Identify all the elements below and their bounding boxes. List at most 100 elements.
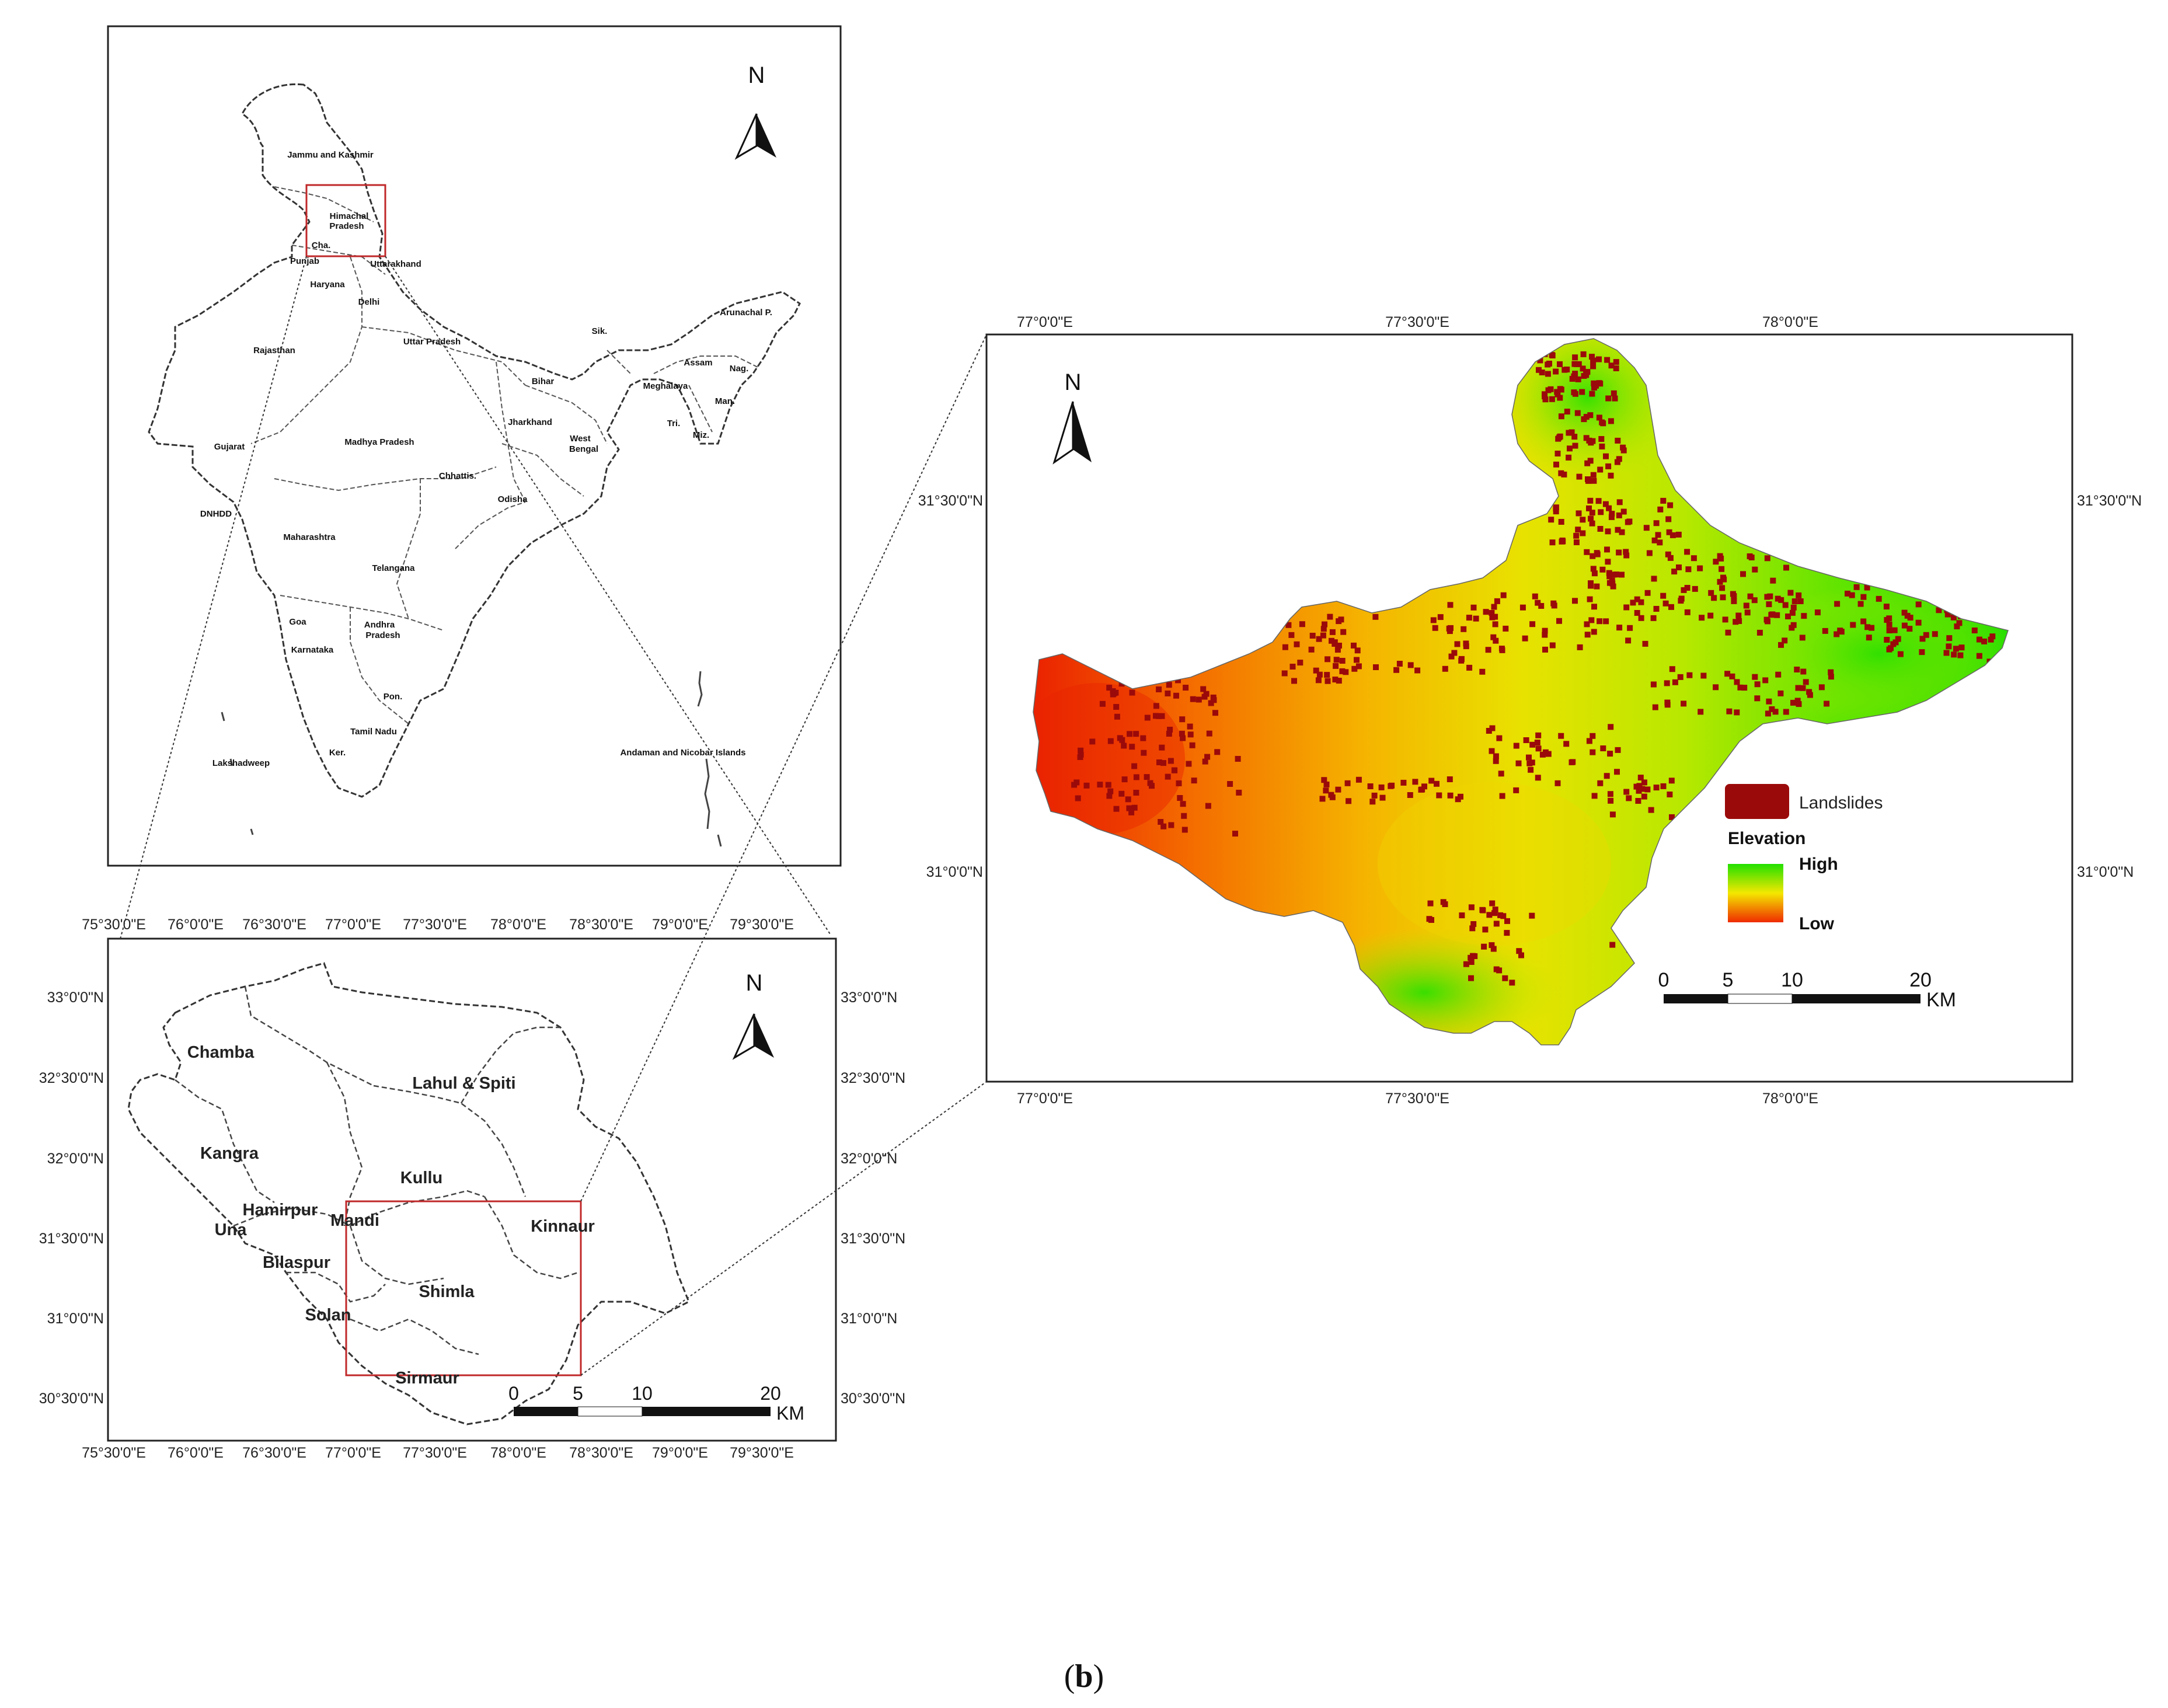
district-label: Lahul & Spiti xyxy=(412,1074,515,1093)
landslide-point xyxy=(1113,806,1120,812)
landslide-point xyxy=(1744,609,1751,616)
landslide-point xyxy=(1643,525,1650,531)
landslide-point xyxy=(1355,663,1362,670)
landslide-point xyxy=(1166,682,1172,688)
landslide-point xyxy=(1201,693,1208,700)
landslide-point xyxy=(1860,618,1867,625)
landslide-point xyxy=(1580,365,1586,372)
india-outline xyxy=(148,83,801,798)
hp-lon-tick-bottom: 75°30'0"E xyxy=(82,1445,146,1461)
landslide-point xyxy=(1371,792,1378,799)
landslide-point xyxy=(1717,578,1723,585)
landslide-point xyxy=(1989,633,1996,640)
landslide-point xyxy=(1388,783,1394,789)
landslide-point xyxy=(1502,975,1508,981)
landslide-point xyxy=(1114,713,1120,720)
landslide-point xyxy=(1869,625,1875,631)
district-label: Kinnaur xyxy=(531,1217,595,1236)
state-label: Karnataka xyxy=(291,645,334,655)
landslide-point xyxy=(1678,598,1684,604)
state-label: Telangana xyxy=(372,563,415,573)
landslide-point xyxy=(1866,635,1872,641)
landslide-point xyxy=(1466,664,1473,671)
landslide-point xyxy=(1498,771,1504,777)
hp-lon-tick-bottom: 78°30'0"E xyxy=(569,1445,633,1461)
landslide-point xyxy=(1850,622,1856,628)
landslide-point xyxy=(1783,564,1789,571)
state-label: Miz. xyxy=(693,430,709,440)
landslide-point xyxy=(1324,672,1330,678)
study-scale-label: 5 xyxy=(1723,969,1734,991)
state-label: Chhattis. xyxy=(439,471,476,481)
landslide-point xyxy=(1451,650,1458,656)
landslide-point xyxy=(1492,907,1498,913)
hp-lon-tick-top: 78°30'0"E xyxy=(569,916,633,933)
landslide-point xyxy=(1529,621,1536,628)
landslide-point xyxy=(1636,787,1642,794)
landslide-point xyxy=(1346,798,1352,804)
state-label: Pon. xyxy=(384,692,403,702)
landslide-point xyxy=(1419,786,1425,793)
landslide-point xyxy=(1097,782,1103,788)
landslide-point xyxy=(1442,901,1448,907)
landslide-point xyxy=(1214,749,1221,755)
landslide-point xyxy=(1553,368,1559,375)
landslide-point xyxy=(1586,738,1592,744)
landslide-point xyxy=(1596,414,1602,421)
state-label: Madhya Pradesh xyxy=(344,437,414,447)
landslide-point xyxy=(1447,792,1454,799)
landslide-point xyxy=(1754,695,1761,702)
hp-lat-tick-left: 32°30'0"N xyxy=(39,1070,104,1086)
study-lat-tick-left: 31°30'0"N xyxy=(918,493,983,509)
landslide-point xyxy=(1354,647,1361,654)
landslide-point xyxy=(1614,459,1620,465)
landslide-point xyxy=(1650,681,1657,688)
landslide-point xyxy=(1336,643,1342,649)
landslide-point xyxy=(1772,709,1779,715)
landslide-point xyxy=(1923,632,1929,638)
landslide-point xyxy=(1932,631,1938,637)
hp-lat-tick-right: 33°0'0"N xyxy=(841,989,897,1006)
landslide-point xyxy=(1291,678,1297,684)
landslide-point xyxy=(1828,674,1834,680)
landslide-point xyxy=(1752,566,1758,573)
study-lon-tick-top: 77°0'0"E xyxy=(1017,314,1073,330)
landslide-point xyxy=(1635,798,1641,804)
study-scale-unit: KM xyxy=(1926,989,1956,1011)
landslide-point xyxy=(1648,807,1654,813)
landslide-point xyxy=(1486,912,1493,918)
landslide-point xyxy=(1548,517,1554,523)
landslide-point xyxy=(1644,590,1651,596)
landslide-point xyxy=(1483,609,1489,615)
landslide-point xyxy=(1210,694,1217,700)
landslide-point xyxy=(1671,569,1678,575)
landslide-point xyxy=(1590,472,1597,478)
landslide-point xyxy=(1282,644,1288,650)
landslide-point xyxy=(1616,512,1622,518)
landslide-point xyxy=(1599,566,1606,573)
landslide-point xyxy=(1655,532,1661,538)
hp-lon-tick-top: 76°0'0"E xyxy=(168,916,224,933)
landslide-point xyxy=(1168,822,1174,828)
landslide-point xyxy=(1669,666,1675,672)
landslide-point xyxy=(1131,763,1138,769)
landslide-point xyxy=(1463,643,1469,650)
district-label: Hamirpur xyxy=(243,1201,318,1219)
landslide-point xyxy=(1583,372,1590,378)
state-label: Cha. xyxy=(312,240,331,250)
landslide-point xyxy=(1434,780,1439,787)
landslide-point xyxy=(1500,592,1507,598)
landslide-point xyxy=(1166,731,1172,737)
landslide-point xyxy=(1619,571,1625,578)
landslide-point xyxy=(1583,414,1590,420)
landslide-point xyxy=(1675,531,1682,538)
landslide-point xyxy=(1141,750,1147,756)
landslide-point xyxy=(1722,616,1728,623)
district-label: Solan xyxy=(305,1306,351,1324)
landslide-point xyxy=(1976,653,1982,659)
landslide-point xyxy=(1604,773,1610,779)
landslide-point xyxy=(1297,660,1303,666)
india-inset-box xyxy=(305,184,386,257)
landslide-point xyxy=(1576,510,1582,517)
study-north-label: N xyxy=(1065,370,1082,395)
